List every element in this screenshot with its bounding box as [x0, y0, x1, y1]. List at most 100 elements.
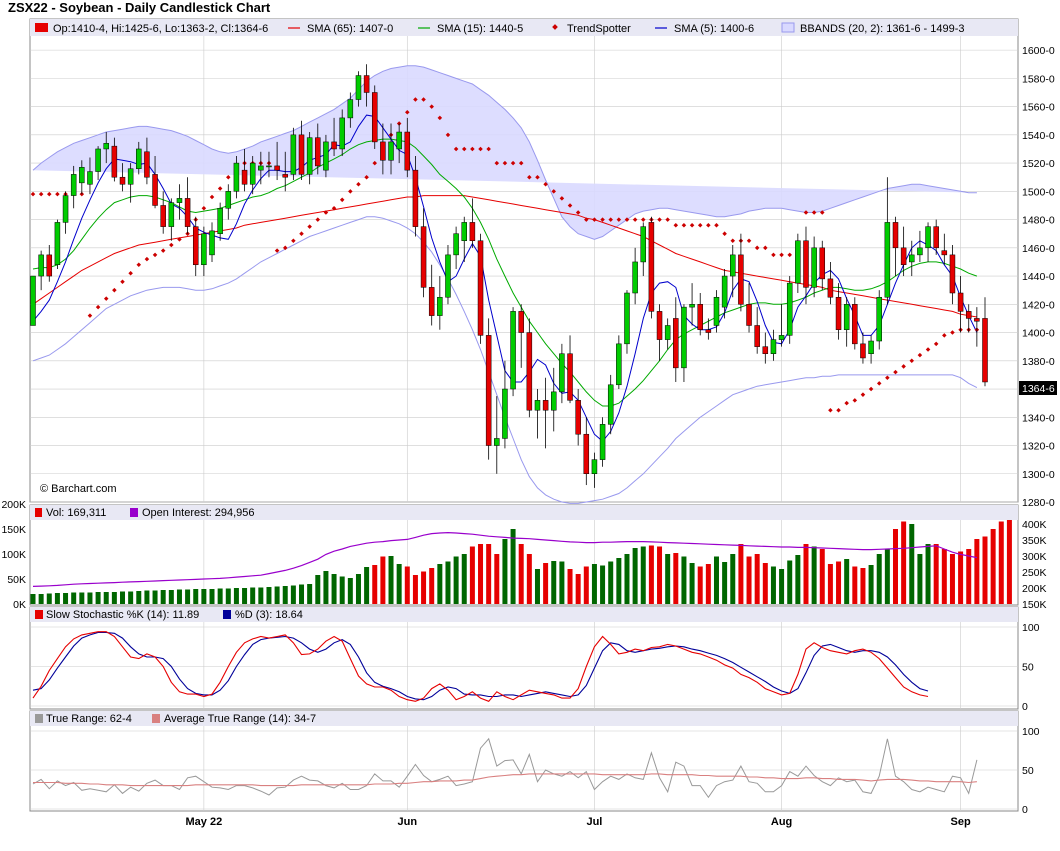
month-label: Jul: [586, 816, 602, 828]
volume-bar: [128, 591, 134, 604]
price-tick-label: 1320-0: [1022, 441, 1055, 453]
candle-body: [111, 145, 118, 178]
bbands-legend: BBANDS (20, 2): 1361-6 - 1499-3: [800, 23, 964, 35]
volume-bar: [372, 565, 378, 604]
trendspotter-marker: [860, 392, 866, 397]
volume-bar: [713, 556, 719, 604]
candle-body: [290, 134, 297, 175]
volume-bar: [331, 574, 337, 604]
sma15-legend: SMA (15): 1440-5: [437, 23, 523, 35]
candle-body: [494, 438, 500, 446]
candle-body: [697, 304, 703, 330]
candle-body: [730, 254, 736, 277]
candle-body: [648, 222, 655, 312]
trendspotter-marker: [331, 206, 337, 211]
open-interest-line: [32, 531, 978, 587]
volume-bar: [657, 546, 663, 604]
candle-body: [917, 247, 923, 256]
volume-bar: [811, 546, 817, 604]
candle-body: [477, 240, 484, 336]
candle-body: [315, 137, 321, 167]
candle-body: [30, 275, 36, 326]
volume-bar: [583, 566, 589, 604]
candle-body: [127, 168, 134, 185]
candle-body: [363, 75, 370, 93]
trendspotter-marker: [942, 333, 947, 338]
stoch-d-line: [32, 631, 929, 701]
volume-bar: [120, 591, 126, 604]
volume-bar: [201, 589, 207, 604]
volume-bar: [478, 544, 484, 604]
volume-bar: [990, 529, 996, 604]
stoch-k-swatch: [35, 610, 43, 619]
volume-bar: [860, 568, 866, 604]
volume-bar: [803, 544, 809, 604]
tr-legend: True Range: 62-4: [46, 713, 132, 725]
candle-body: [689, 304, 695, 308]
volume-bar: [364, 567, 370, 604]
volume-bar: [591, 564, 597, 604]
volume-bar: [852, 566, 858, 604]
stoch-k-legend: Slow Stochastic %K (14): 11.89: [46, 609, 199, 621]
candle-body: [803, 240, 809, 288]
candle-body: [909, 254, 915, 263]
volume-bar: [461, 554, 467, 604]
chart-title: ZSX22 - Soybean - Daily Candlestick Char…: [8, 0, 271, 15]
volume-bar: [681, 556, 687, 604]
price-tick-label: 1420-0: [1022, 299, 1055, 311]
volume-bar: [705, 564, 711, 604]
volume-bar: [746, 556, 752, 604]
atr-line: [33, 773, 977, 787]
candle-body: [412, 169, 419, 227]
volume-bar: [209, 589, 215, 604]
month-label: Sep: [950, 816, 970, 828]
volume-bar: [46, 593, 52, 604]
price-tick-label: 1280-0: [1022, 497, 1055, 509]
volume-bar: [673, 553, 679, 604]
trendspotter-marker: [925, 347, 931, 352]
price-tick-label: 1340-0: [1022, 412, 1055, 424]
volume-bar: [836, 561, 842, 604]
stoch-tick-label: 100: [1022, 622, 1040, 634]
oi-tick-label: 400K: [1022, 519, 1047, 531]
volume-bar: [494, 554, 500, 604]
candle-body: [70, 174, 77, 196]
candle-body: [551, 391, 557, 411]
volume-bar: [95, 592, 101, 604]
candle-body: [575, 400, 581, 435]
trendspotter-marker: [876, 381, 882, 386]
candle-body: [233, 162, 240, 192]
volume-bar: [388, 556, 394, 604]
volume-bar: [54, 593, 60, 604]
atr-swatch: [152, 714, 160, 723]
volume-bar: [87, 592, 93, 604]
candle-body: [860, 343, 866, 359]
candle-body: [176, 198, 183, 203]
volume-bar: [575, 574, 581, 604]
candle-body: [217, 208, 223, 234]
candle-body: [884, 222, 891, 298]
volume-bar: [941, 549, 947, 604]
candle-body: [282, 174, 288, 178]
volume-bar: [144, 590, 150, 604]
bband-fill: [33, 65, 977, 240]
candle-body: [664, 325, 671, 340]
trendspotter-marker: [120, 279, 125, 284]
candle-body: [241, 169, 248, 185]
trendspotter-marker: [144, 256, 150, 262]
trendspotter-marker: [348, 189, 353, 194]
volume-tick-label: 50K: [7, 574, 26, 586]
tr-legend-bar: [30, 711, 1018, 726]
atr-legend: Average True Range (14): 34-7: [164, 713, 316, 725]
volume-bar: [193, 589, 199, 604]
volume-bar: [901, 521, 907, 604]
volume-bar: [689, 563, 695, 604]
trend-legend: TrendSpotter: [567, 23, 631, 35]
candle-body: [355, 75, 362, 100]
volume-bar: [974, 539, 980, 604]
candle-body: [510, 311, 516, 390]
candle-body: [811, 247, 817, 288]
oi-tick-label: 300K: [1022, 551, 1047, 563]
volume-bar: [217, 588, 223, 604]
candle-body: [852, 304, 858, 345]
